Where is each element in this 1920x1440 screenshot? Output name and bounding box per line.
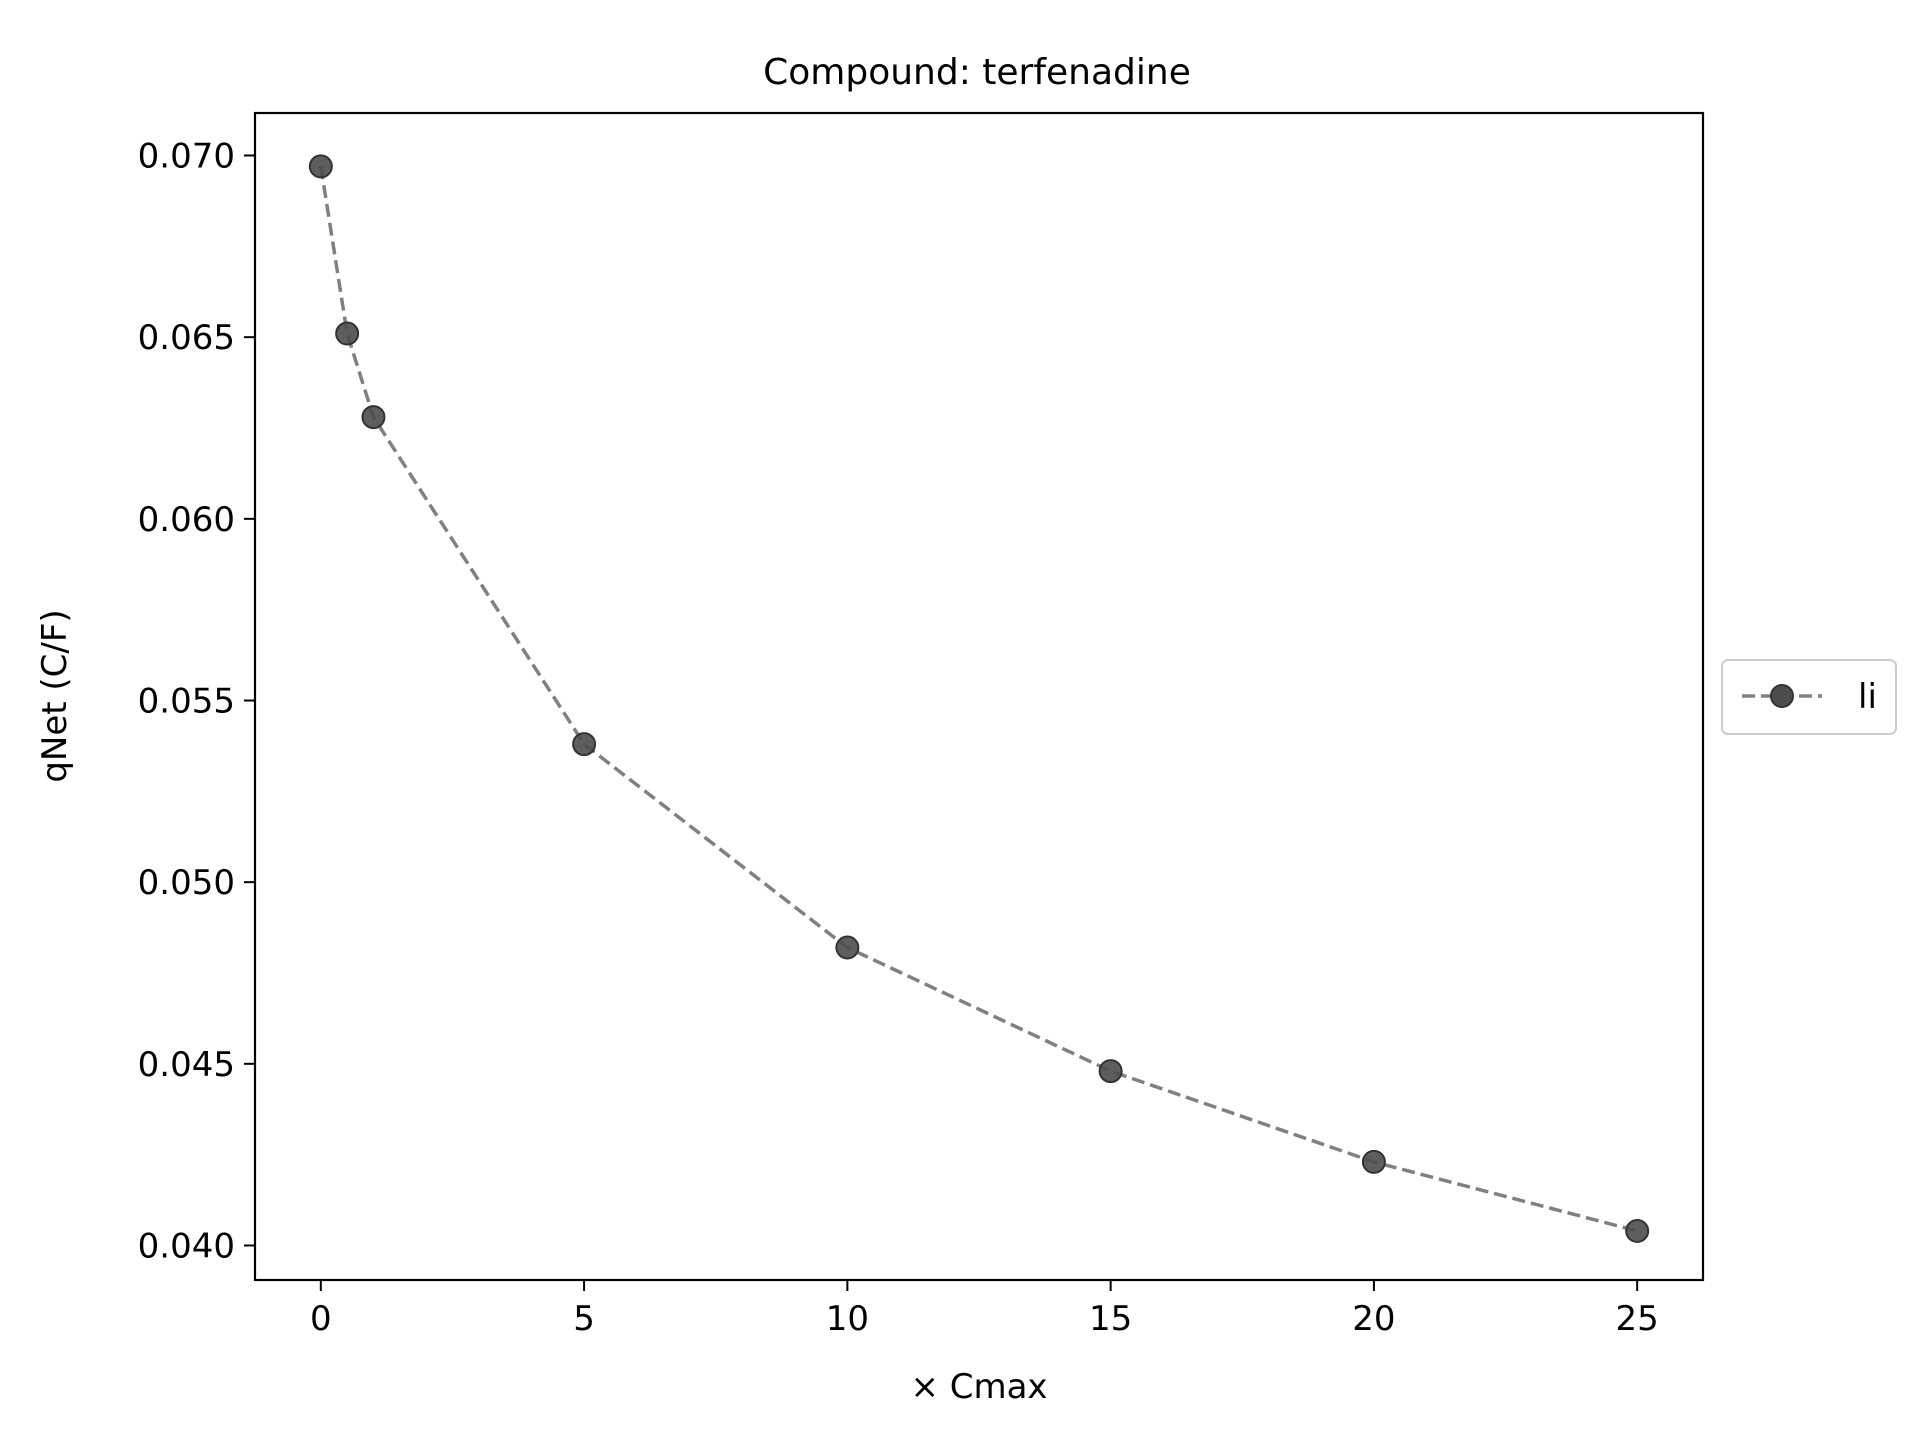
y-tick-label: 0.045 xyxy=(138,1045,235,1085)
x-axis-label: × Cmax xyxy=(910,1367,1047,1407)
legend-label: li xyxy=(1858,677,1877,717)
y-tick-label: 0.055 xyxy=(138,681,235,721)
data-point xyxy=(1361,1149,1386,1174)
data-point xyxy=(361,405,386,430)
y-axis: 0.040 0.045 0.050 0.055 0.060 0.065 0.070 xyxy=(138,137,255,1266)
series-line xyxy=(319,166,1638,1233)
data-point xyxy=(308,154,333,179)
series-layer xyxy=(308,154,1650,1243)
data-point xyxy=(1625,1218,1650,1243)
chart-title: Compound: terfenadine xyxy=(763,52,1191,93)
plot-area xyxy=(253,111,1705,1282)
y-tick-label: 0.070 xyxy=(138,137,235,177)
y-axis-label: qNet (C/F) xyxy=(35,609,75,782)
y-tick-label: 0.060 xyxy=(138,500,235,540)
y-tick-label: 0.065 xyxy=(138,318,235,358)
x-tick-label: 5 xyxy=(573,1299,595,1339)
data-point xyxy=(335,321,360,346)
x-tick-label: 0 xyxy=(310,1299,332,1339)
x-tick-label: 10 xyxy=(826,1299,869,1339)
x-tick-label: 15 xyxy=(1089,1299,1132,1339)
y-tick-label: 0.050 xyxy=(138,863,235,903)
data-point xyxy=(572,732,597,757)
data-point xyxy=(835,935,860,960)
data-point xyxy=(1098,1059,1123,1084)
y-tick-label: 0.040 xyxy=(138,1226,235,1266)
x-tick-label: 25 xyxy=(1616,1299,1659,1339)
legend: li xyxy=(1721,659,1897,735)
x-axis: 0 5 10 15 20 25 xyxy=(310,1280,1659,1339)
legend-marker-icon xyxy=(1770,684,1794,708)
x-tick-label: 20 xyxy=(1352,1299,1395,1339)
